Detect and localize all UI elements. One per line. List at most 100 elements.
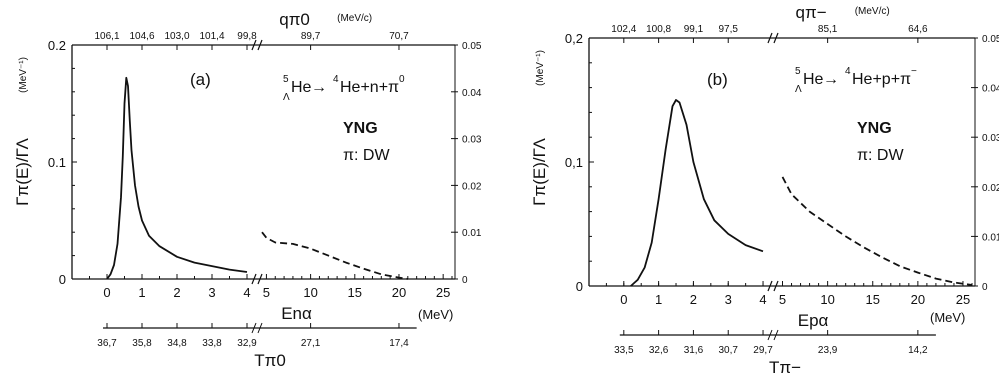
lower-axis-break bbox=[767, 329, 779, 341]
dashed-curve bbox=[781, 176, 973, 286]
bottom-axis-break bbox=[767, 280, 779, 292]
left-y-tick-label: 0 bbox=[576, 279, 583, 294]
bottom-x-tick-label: 3 bbox=[725, 292, 732, 307]
pion-label: π: DW bbox=[343, 147, 390, 164]
right-y-tick-label: 0.01 bbox=[462, 228, 482, 239]
bottom-x-tick-label: 15 bbox=[348, 285, 362, 300]
left-y-tick-label: 0 bbox=[59, 272, 66, 287]
bottom-x-tick-label: 3 bbox=[208, 285, 215, 300]
solid-curve bbox=[106, 76, 248, 280]
right-y-tick-label: 0.05 bbox=[462, 41, 482, 52]
bottom-x-tick-label: 4 bbox=[759, 292, 766, 307]
panel-label: (b) bbox=[707, 70, 728, 89]
bottom-x-tick-label: 4 bbox=[243, 285, 250, 300]
bottom-x-tick-label: 20 bbox=[392, 285, 406, 300]
reaction-target: He bbox=[291, 79, 312, 96]
right-y-tick-label: 0.02 bbox=[982, 183, 999, 194]
panel-b: 00,10,200.010.020.030.040.050 1 2 3 4 5 10 15 20… bbox=[530, 3, 999, 377]
top-x-unit: (MeV/c) bbox=[855, 6, 890, 17]
bottom-x-tick-label: 0 bbox=[620, 292, 627, 307]
lower-x-tick-label: 34,8 bbox=[167, 338, 187, 349]
bottom-x-tick-label: 0 bbox=[103, 285, 110, 300]
bottom-x-tick-label: 2 bbox=[690, 292, 697, 307]
right-y-tick-label: 0.04 bbox=[462, 88, 482, 99]
reaction-product-mass: 4 bbox=[845, 66, 851, 77]
y-axis-unit: (MeV⁻¹) bbox=[535, 50, 546, 86]
lower-x-tick-label: 36,7 bbox=[97, 338, 117, 349]
top-x-tick-label: 103,0 bbox=[164, 31, 189, 42]
bottom-x-tick-label: 2 bbox=[173, 285, 180, 300]
y-axis-label: Γπ(E)/ΓΛ bbox=[530, 138, 549, 206]
bottom-x-tick-label: 5 bbox=[779, 292, 786, 307]
lower-x-tick-label: 32,9 bbox=[237, 338, 257, 349]
lower-x-tick-label: 31,6 bbox=[684, 345, 704, 356]
panel-a: 00.10.200.010.020.030.040.050 1 2 3 4 5 10 15 20… bbox=[13, 10, 482, 370]
top-x-tick-label: 64,6 bbox=[908, 24, 928, 35]
reaction-mass-superscript: 5 bbox=[795, 66, 801, 77]
top-x-tick-label: 89,7 bbox=[301, 31, 321, 42]
right-y-tick-label: 0 bbox=[982, 282, 988, 293]
lower-x-label: Tπ0 bbox=[254, 351, 286, 370]
lower-x-tick-label: 23,9 bbox=[818, 345, 838, 356]
solid-curve bbox=[630, 99, 764, 287]
right-y-tick-label: 0.01 bbox=[982, 232, 999, 243]
reaction-arrow: → bbox=[311, 79, 327, 96]
right-y-tick-label: 0 bbox=[462, 275, 468, 286]
left-y-tick-label: 0.1 bbox=[48, 155, 66, 170]
lower-x-tick-label: 29,7 bbox=[753, 345, 773, 356]
reaction-product-mass: 4 bbox=[333, 74, 339, 85]
left-y-tick-label: 0.2 bbox=[48, 38, 66, 53]
bottom-x-tick-label: 1 bbox=[138, 285, 145, 300]
top-x-unit: (MeV/c) bbox=[337, 13, 372, 24]
lower-x-label: Tπ− bbox=[769, 358, 801, 377]
top-x-tick-label: 99,8 bbox=[237, 31, 257, 42]
bottom-x-tick-label: 5 bbox=[263, 285, 270, 300]
bottom-x-tick-label: 15 bbox=[866, 292, 880, 307]
y-axis-label: Γπ(E)/ΓΛ bbox=[13, 138, 32, 206]
reaction-products: He+p+π bbox=[852, 71, 911, 88]
left-y-tick-label: 0,1 bbox=[565, 155, 583, 170]
reaction-target: He bbox=[803, 71, 824, 88]
left-y-tick-label: 0,2 bbox=[565, 31, 583, 46]
reaction-pion-charge: − bbox=[911, 66, 917, 77]
lower-x-tick-label: 33,8 bbox=[202, 338, 222, 349]
top-x-tick-label: 106,1 bbox=[94, 31, 119, 42]
bottom-x-tick-label: 25 bbox=[956, 292, 970, 307]
top-x-label: qπ− bbox=[796, 3, 827, 22]
model-label: YNG bbox=[857, 120, 892, 137]
top-x-tick-label: 70,7 bbox=[389, 31, 409, 42]
top-x-tick-label: 99,1 bbox=[684, 24, 704, 35]
reaction-arrow: → bbox=[823, 71, 839, 88]
reaction-mass-superscript: 5 bbox=[283, 74, 289, 85]
pion-label: π: DW bbox=[857, 147, 904, 164]
top-x-label: qπ0 bbox=[279, 10, 310, 29]
top-x-tick-label: 97,5 bbox=[718, 24, 738, 35]
lower-x-tick-label: 32,6 bbox=[649, 345, 669, 356]
top-x-tick-label: 102,4 bbox=[611, 24, 636, 35]
model-label: YNG bbox=[343, 120, 378, 137]
lower-x-tick-label: 14,2 bbox=[908, 345, 928, 356]
right-y-tick-label: 0.02 bbox=[462, 181, 482, 192]
right-y-tick-label: 0.04 bbox=[982, 84, 999, 95]
bottom-x-tick-label: 25 bbox=[436, 285, 450, 300]
lower-axis-break bbox=[251, 322, 263, 334]
reaction-products: He+n+π bbox=[340, 79, 399, 96]
right-y-tick-label: 0.03 bbox=[982, 133, 999, 144]
top-x-tick-label: 100,8 bbox=[646, 24, 671, 35]
dashed-curve bbox=[261, 231, 408, 280]
bottom-x-tick-label: 10 bbox=[820, 292, 834, 307]
right-y-tick-label: 0.03 bbox=[462, 135, 482, 146]
bottom-x-label: Epα bbox=[798, 311, 829, 330]
top-axis-break bbox=[767, 32, 779, 44]
reaction-lambda-subscript: Λ bbox=[795, 84, 802, 95]
lower-x-tick-label: 27,1 bbox=[301, 338, 321, 349]
bottom-x-tick-label: 20 bbox=[911, 292, 925, 307]
lower-x-tick-label: 35,8 bbox=[132, 338, 152, 349]
bottom-x-tick-label: 1 bbox=[655, 292, 662, 307]
y-axis-unit: (MeV⁻¹) bbox=[18, 57, 29, 93]
bottom-axis-break bbox=[251, 273, 263, 285]
panel-label: (a) bbox=[190, 70, 211, 89]
bottom-x-unit: (MeV) bbox=[418, 307, 453, 322]
top-x-tick-label: 104,6 bbox=[129, 31, 154, 42]
